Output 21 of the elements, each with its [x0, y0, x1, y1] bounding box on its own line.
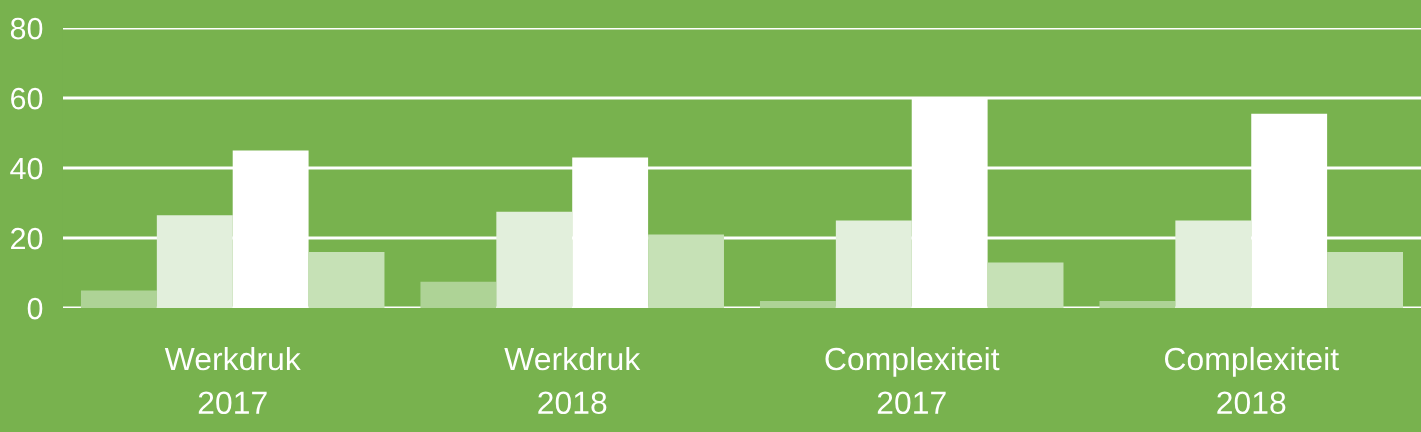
- bar: [835, 220, 912, 309]
- x-tick-label: Werkdruk 2018: [504, 346, 641, 415]
- bar: [1175, 220, 1252, 309]
- bar: [987, 262, 1064, 309]
- y-tick-label: 80: [10, 17, 43, 40]
- x-tick-label: Complexiteit 2017: [825, 346, 1000, 415]
- bar: [1099, 301, 1176, 309]
- y-tick-label: 40: [10, 157, 43, 180]
- bar: [156, 215, 233, 309]
- y-tick-label: 60: [11, 87, 43, 110]
- bar: [759, 301, 836, 309]
- bar: [80, 290, 157, 309]
- bar: [1327, 252, 1404, 309]
- bar: [308, 252, 385, 309]
- y-tick-label: 20: [11, 227, 43, 250]
- bar: [496, 211, 573, 309]
- y-tick-label: 0: [27, 297, 43, 320]
- x-tick-label: Werkdruk 2017: [164, 346, 301, 415]
- bar: [420, 281, 497, 309]
- x-tick-label: Complexiteit 2018: [1164, 346, 1339, 415]
- bar: [648, 234, 724, 309]
